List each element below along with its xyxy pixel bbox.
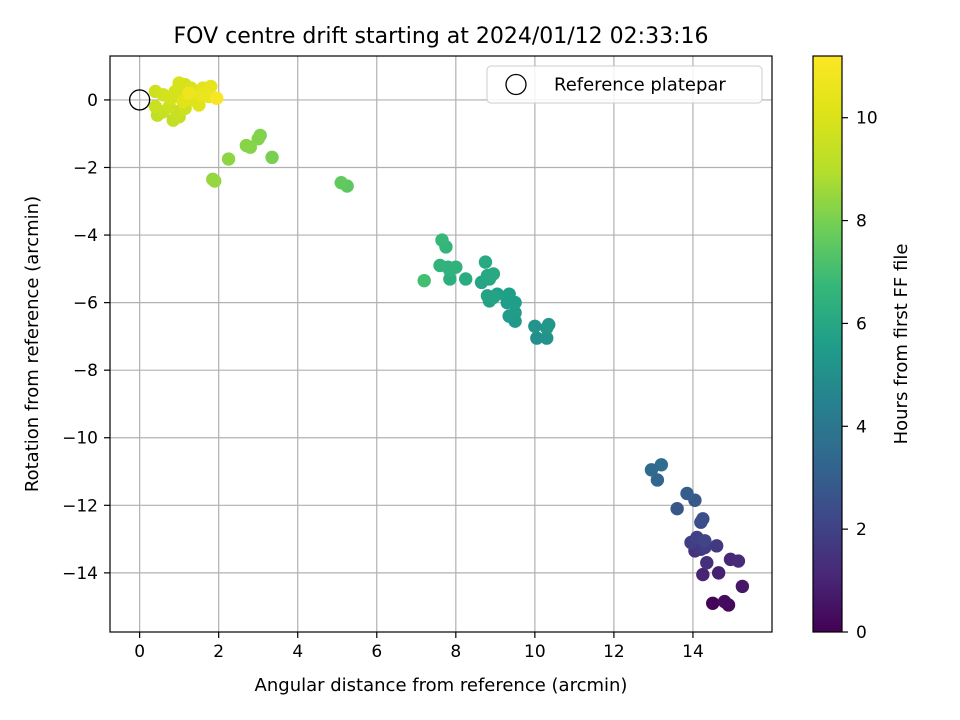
colorbar-tick-label: 10 bbox=[856, 109, 878, 129]
data-point bbox=[239, 138, 254, 153]
data-point bbox=[210, 91, 224, 105]
data-point bbox=[251, 132, 265, 146]
x-axis-ticks: 0 2 4 6 8 10 12 14 bbox=[134, 632, 704, 662]
x-axis-label: Angular distance from reference (arcmin) bbox=[255, 675, 628, 696]
colorbar-tick-label: 4 bbox=[856, 417, 867, 437]
data-point bbox=[208, 174, 222, 188]
y-tick-label: −14 bbox=[62, 564, 98, 584]
y-tick-label: −10 bbox=[62, 429, 98, 449]
legend-entry-label: Reference platepar bbox=[554, 75, 726, 96]
data-point bbox=[680, 486, 694, 501]
data-point bbox=[449, 260, 463, 274]
x-tick-label: 0 bbox=[134, 642, 145, 662]
colorbar-ticks: 0 2 4 6 8 10 bbox=[842, 109, 878, 643]
colorbar-tick-label: 2 bbox=[856, 520, 867, 540]
colorbar-tick-label: 8 bbox=[856, 212, 867, 232]
data-point bbox=[502, 287, 516, 301]
data-point bbox=[644, 463, 659, 477]
data-point bbox=[735, 579, 750, 594]
data-point bbox=[433, 258, 447, 273]
data-point bbox=[182, 86, 196, 100]
data-point bbox=[459, 272, 473, 286]
data-point bbox=[265, 150, 279, 165]
y-axis-ticks: 0 −2 −4 −6 −8 −10 −12 −14 bbox=[62, 91, 110, 584]
data-point bbox=[530, 331, 544, 345]
data-point bbox=[478, 255, 493, 269]
data-point bbox=[192, 98, 206, 112]
y-tick-label: 0 bbox=[87, 91, 98, 111]
data-point bbox=[731, 554, 746, 568]
data-point bbox=[717, 594, 732, 609]
x-tick-label: 10 bbox=[524, 642, 546, 662]
colorbar-tick-label: 6 bbox=[856, 314, 867, 334]
data-point bbox=[540, 331, 554, 345]
data-point bbox=[486, 290, 501, 305]
data-point bbox=[435, 233, 449, 247]
data-point bbox=[148, 99, 163, 114]
x-tick-label: 14 bbox=[682, 642, 704, 662]
chart-title: FOV centre drift starting at 2024/01/12 … bbox=[174, 24, 709, 49]
y-tick-label: −8 bbox=[73, 361, 98, 381]
data-point bbox=[696, 512, 710, 526]
data-point bbox=[696, 567, 710, 582]
x-tick-label: 6 bbox=[371, 642, 382, 662]
data-point bbox=[706, 596, 720, 610]
data-point bbox=[204, 79, 218, 94]
data-point bbox=[654, 458, 669, 472]
x-tick-label: 8 bbox=[450, 642, 461, 662]
data-point bbox=[508, 306, 522, 320]
legend: Reference platepar bbox=[486, 65, 763, 104]
y-tick-label: −12 bbox=[62, 496, 98, 516]
colorbar-tick-label: 0 bbox=[856, 623, 867, 643]
plot-area-frame bbox=[109, 55, 773, 633]
data-point bbox=[700, 556, 714, 570]
data-point bbox=[698, 534, 712, 548]
data-point bbox=[670, 501, 684, 516]
reference-platepar-marker bbox=[128, 89, 151, 111]
y-tick-label: −6 bbox=[73, 294, 98, 314]
data-point bbox=[528, 319, 542, 333]
data-point bbox=[417, 273, 431, 288]
x-tick-label: 2 bbox=[213, 642, 224, 662]
reference-marker-layer bbox=[128, 89, 151, 111]
legend-box bbox=[486, 65, 763, 104]
x-tick-label: 12 bbox=[603, 642, 625, 662]
data-point bbox=[221, 152, 236, 166]
colorbar: 0 2 4 6 8 10 Hours from first FF file bbox=[812, 55, 912, 643]
data-point bbox=[709, 539, 724, 553]
data-point bbox=[486, 267, 501, 281]
colorbar-label: Hours from first FF file bbox=[891, 244, 912, 445]
x-tick-label: 4 bbox=[292, 642, 303, 662]
data-points bbox=[148, 76, 750, 612]
y-axis-label: Rotation from reference (arcmin) bbox=[22, 196, 43, 492]
data-point bbox=[541, 317, 556, 332]
y-tick-label: −4 bbox=[73, 226, 98, 246]
data-point bbox=[650, 473, 665, 487]
colorbar-gradient bbox=[812, 55, 843, 633]
data-point bbox=[711, 566, 726, 580]
legend-reference-marker bbox=[505, 73, 527, 96]
y-tick-label: −2 bbox=[73, 158, 98, 178]
data-point bbox=[334, 175, 348, 190]
